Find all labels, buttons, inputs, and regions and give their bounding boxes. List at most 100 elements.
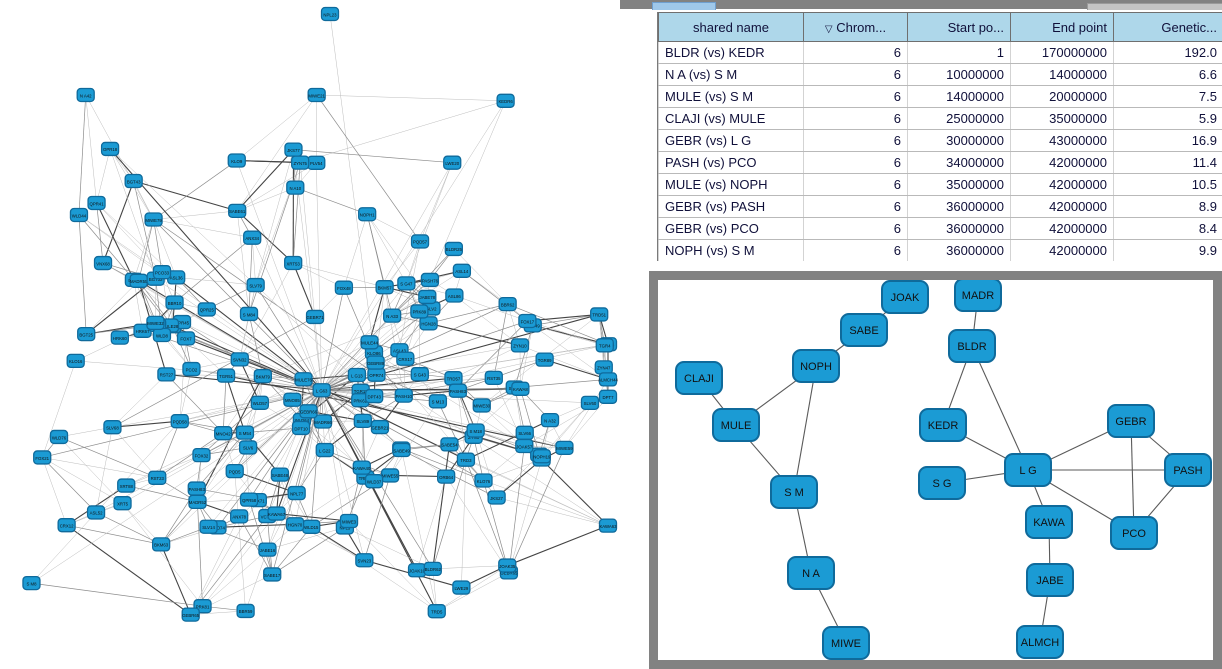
- svg-text:L G22: L G22: [319, 448, 331, 453]
- svg-text:ASL14: ASL14: [455, 269, 469, 274]
- svg-text:SABE49: SABE49: [393, 448, 410, 453]
- svg-text:ZYN47: ZYN47: [597, 366, 611, 371]
- svg-text:BBR59: BBR59: [239, 609, 253, 614]
- svg-text:SLV6: SLV6: [243, 446, 254, 451]
- svg-text:PCO2: PCO2: [186, 367, 198, 372]
- svg-text:BLDR25: BLDR25: [446, 247, 463, 252]
- svg-text:MIWE79: MIWE79: [145, 218, 162, 223]
- svg-text:TGR4: TGR4: [599, 344, 611, 349]
- svg-text:BBR62: BBR62: [501, 302, 515, 307]
- svg-text:RST27: RST27: [160, 373, 174, 378]
- svg-text:BBR10: BBR10: [168, 301, 182, 306]
- svg-text:MULE: MULE: [721, 420, 752, 432]
- svg-text:DPT10: DPT10: [294, 426, 308, 431]
- svg-text:JOAK35: JOAK35: [499, 564, 516, 569]
- svg-text:KLO16: KLO16: [69, 359, 83, 364]
- svg-text:JKS77: JKS77: [287, 148, 300, 153]
- svg-text:ALMCH: ALMCH: [1021, 637, 1060, 649]
- svg-text:KLO86: KLO86: [367, 351, 381, 356]
- svg-text:TGR51: TGR51: [219, 374, 233, 379]
- svg-text:MADR52: MADR52: [189, 500, 207, 505]
- svg-text:MADR66: MADR66: [314, 420, 332, 425]
- svg-text:FOX32: FOX32: [195, 453, 209, 458]
- svg-text:ASL52: ASL52: [90, 511, 104, 516]
- svg-text:FOX17: FOX17: [521, 319, 535, 324]
- svg-text:MULE44: MULE44: [361, 341, 378, 346]
- svg-text:L G: L G: [1019, 465, 1036, 477]
- svg-text:HRK67: HRK67: [136, 329, 150, 334]
- svg-text:QPR25: QPR25: [200, 308, 215, 313]
- svg-text:DPT43: DPT43: [368, 394, 382, 399]
- svg-text:MADR: MADR: [962, 290, 994, 302]
- svg-text:S M8: S M8: [26, 581, 37, 586]
- svg-text:WLD57: WLD57: [253, 401, 268, 406]
- svg-text:GEBR21: GEBR21: [371, 425, 389, 430]
- svg-text:GEBR65: GEBR65: [182, 613, 200, 618]
- svg-text:MIWE3: MIWE3: [342, 519, 357, 524]
- svg-text:L G13: L G13: [351, 373, 363, 378]
- svg-text:FOX21: FOX21: [35, 456, 49, 461]
- svg-text:KAWA40: KAWA40: [353, 466, 371, 471]
- svg-text:ASL36: ASL36: [170, 276, 184, 281]
- svg-text:HRK60: HRK60: [113, 336, 127, 341]
- svg-text:N A33: N A33: [386, 314, 398, 319]
- svg-text:KLO76: KLO76: [477, 479, 491, 484]
- svg-text:S M54: S M54: [239, 431, 252, 436]
- svg-text:MIWE: MIWE: [831, 638, 861, 650]
- svg-text:LWE20: LWE20: [445, 161, 459, 166]
- svg-text:ANX78: ANX78: [232, 515, 246, 520]
- svg-text:JOAK10: JOAK10: [409, 569, 426, 574]
- svg-text:JABE16: JABE16: [260, 548, 276, 553]
- svg-text:HGN70: HGN70: [288, 523, 303, 528]
- svg-text:KEDR: KEDR: [928, 420, 959, 432]
- svg-text:MNO85: MNO85: [285, 398, 300, 403]
- svg-text:MIWE55: MIWE55: [382, 474, 399, 479]
- svg-text:BGT43: BGT43: [127, 179, 141, 184]
- svg-text:SABE54: SABE54: [441, 443, 458, 448]
- svg-text:PRK89: PRK89: [413, 310, 427, 315]
- svg-text:KAWA: KAWA: [1033, 517, 1065, 529]
- svg-text:LWE29: LWE29: [454, 586, 468, 591]
- svg-text:PQD5: PQD5: [229, 469, 241, 474]
- svg-text:PQD57: PQD57: [413, 240, 428, 245]
- svg-text:NOPH19: NOPH19: [533, 455, 551, 460]
- svg-text:S M18: S M18: [469, 429, 482, 434]
- svg-text:PLV54: PLV54: [310, 161, 323, 166]
- svg-text:BKM79: BKM79: [256, 374, 271, 379]
- svg-text:ANX34: ANX34: [245, 236, 259, 241]
- svg-text:SABE: SABE: [849, 325, 878, 337]
- svg-text:QPR58: QPR58: [242, 498, 257, 503]
- svg-text:PASH: PASH: [1173, 465, 1202, 477]
- svg-text:TRD51: TRD51: [592, 313, 606, 318]
- svg-text:SLV68: SLV68: [106, 426, 119, 431]
- svg-text:SLV89: SLV89: [357, 419, 370, 424]
- svg-text:WLD15: WLD15: [304, 525, 319, 530]
- svg-text:BGT25: BGT25: [79, 332, 93, 337]
- svg-text:SVN23: SVN23: [358, 559, 372, 564]
- svg-text:NOPH1: NOPH1: [360, 213, 375, 218]
- svg-text:FOX7: FOX7: [180, 337, 192, 342]
- svg-text:CLAJI: CLAJI: [684, 373, 714, 385]
- svg-text:MIWE32: MIWE32: [147, 321, 164, 326]
- svg-text:WLD8: WLD8: [156, 333, 169, 338]
- svg-text:N A32: N A32: [544, 418, 556, 423]
- svg-text:L G63: L G63: [316, 389, 328, 394]
- svg-text:NPL23: NPL23: [323, 12, 337, 17]
- svg-text:JOAK57: JOAK57: [516, 444, 533, 449]
- svg-text:MNO42: MNO42: [216, 431, 231, 436]
- svg-text:CRX12: CRX12: [60, 523, 74, 528]
- svg-text:SLV66: SLV66: [518, 431, 531, 436]
- svg-text:SABE48: SABE48: [272, 473, 289, 478]
- svg-text:BKM63: BKM63: [154, 543, 169, 548]
- svg-text:WLD76: WLD76: [52, 435, 67, 440]
- svg-text:GEBR: GEBR: [1115, 416, 1146, 428]
- svg-text:RST23: RST23: [151, 476, 165, 481]
- svg-text:BLDR62: BLDR62: [425, 567, 442, 572]
- svg-text:GEBR71: GEBR71: [307, 315, 325, 320]
- svg-text:SLV79: SLV79: [249, 283, 262, 288]
- svg-text:TRD57: TRD57: [447, 377, 461, 382]
- svg-text:MIWE59: MIWE59: [556, 446, 573, 451]
- svg-text:S G47: S G47: [400, 282, 413, 287]
- svg-text:KAWA8: KAWA8: [513, 387, 528, 392]
- svg-text:HGN28: HGN28: [421, 322, 436, 327]
